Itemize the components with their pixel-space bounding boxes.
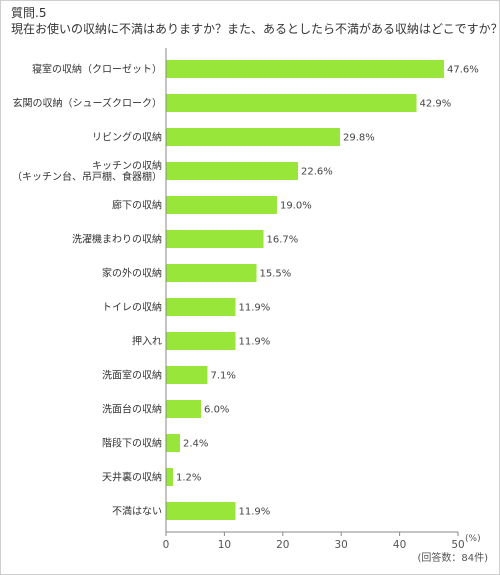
x-axis-unit: (%)	[465, 534, 481, 544]
value-label-12: 1.2%	[176, 473, 201, 484]
bar-6	[166, 264, 257, 282]
bar-12	[166, 468, 174, 486]
bar-2	[166, 128, 341, 146]
category-label-5: 洗濯機まわりの収納	[72, 233, 162, 246]
bar-9	[166, 366, 208, 384]
category-label-11: 階段下の収納	[102, 437, 162, 450]
value-label-8: 11.9%	[238, 337, 270, 348]
response-count-note: (回答数：84件)	[417, 553, 488, 564]
question-header: 質問.5 現在お使いの収納に不満はありますか？また、あるとしたら不満がある収納は…	[11, 5, 500, 37]
category-label-8: 押入れ	[132, 335, 162, 348]
value-label-0: 47.6%	[447, 65, 479, 76]
question-number: 質問.5	[11, 6, 47, 20]
category-label-0: 寝室の収納（クローゼット）	[32, 63, 162, 76]
value-label-10: 6.0%	[204, 405, 229, 416]
bar-1	[166, 94, 417, 112]
bar-11	[166, 434, 181, 452]
category-label-6: 家の外の収納	[102, 267, 162, 280]
value-label-11: 2.4%	[183, 439, 208, 450]
category-label-1: 玄関の収納（シューズクローク）	[13, 97, 163, 110]
value-label-6: 15.5%	[260, 269, 292, 280]
value-label-7: 11.9%	[238, 303, 270, 314]
x-axis: 0 10 20 30 40 50 (%)	[163, 48, 481, 551]
bar-10	[166, 400, 202, 418]
value-label-3: 22.6%	[301, 167, 333, 178]
question-text: 現在お使いの収納に不満はありますか？また、あるとしたら不満がある収納はどこですか…	[11, 22, 500, 36]
value-label-9: 7.1%	[210, 371, 235, 382]
category-label-7: トイレの収納	[102, 301, 162, 314]
bar-7	[166, 298, 236, 316]
bar-4	[166, 196, 277, 214]
bar-5	[166, 230, 264, 248]
category-label-2: リビングの収納	[92, 131, 162, 144]
category-label-3-0: キッチンの収納	[92, 159, 162, 172]
x-tick-label-0: 0	[163, 539, 170, 551]
category-label-9: 洗面室の収納	[102, 369, 162, 382]
x-tick-label-3: 30	[335, 539, 348, 551]
value-label-5: 16.7%	[267, 235, 299, 246]
category-label-3-1: （キッチン台、吊戸棚、食器棚）	[12, 170, 162, 183]
x-tick-label-5: 50	[451, 539, 464, 551]
x-tick-label-4: 40	[393, 539, 406, 551]
bar-3	[166, 162, 298, 180]
value-label-1: 42.9%	[420, 99, 452, 110]
category-label-4: 廊下の収納	[112, 199, 162, 212]
category-label-12: 天井裏の収納	[102, 471, 162, 484]
category-label-10: 洗面台の収納	[102, 403, 162, 416]
bar-8	[166, 332, 236, 350]
bars-layer: 寝室の収納（クローゼット） 47.6% 玄関の収納（シューズクローク） 42.9% リビ…	[12, 60, 479, 520]
value-label-4: 19.0%	[280, 201, 312, 212]
value-label-2: 29.8%	[343, 133, 375, 144]
category-label-13: 不満はない	[112, 506, 162, 518]
bar-0	[166, 60, 444, 78]
bar-13	[166, 502, 236, 520]
x-tick-label-2: 20	[276, 539, 289, 551]
value-label-13: 11.9%	[238, 507, 270, 518]
x-tick-label-1: 10	[218, 539, 231, 551]
